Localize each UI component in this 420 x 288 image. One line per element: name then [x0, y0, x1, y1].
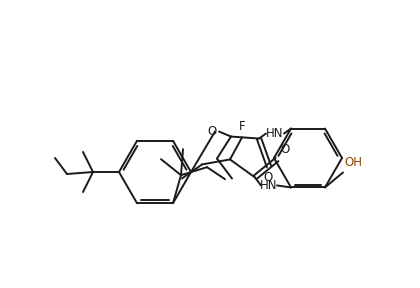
Text: F: F — [239, 120, 245, 133]
Text: O: O — [208, 125, 217, 138]
Text: OH: OH — [344, 156, 362, 169]
Text: HN: HN — [260, 179, 278, 192]
Text: O: O — [280, 143, 289, 156]
Text: HN: HN — [266, 127, 284, 140]
Text: O: O — [263, 170, 273, 183]
